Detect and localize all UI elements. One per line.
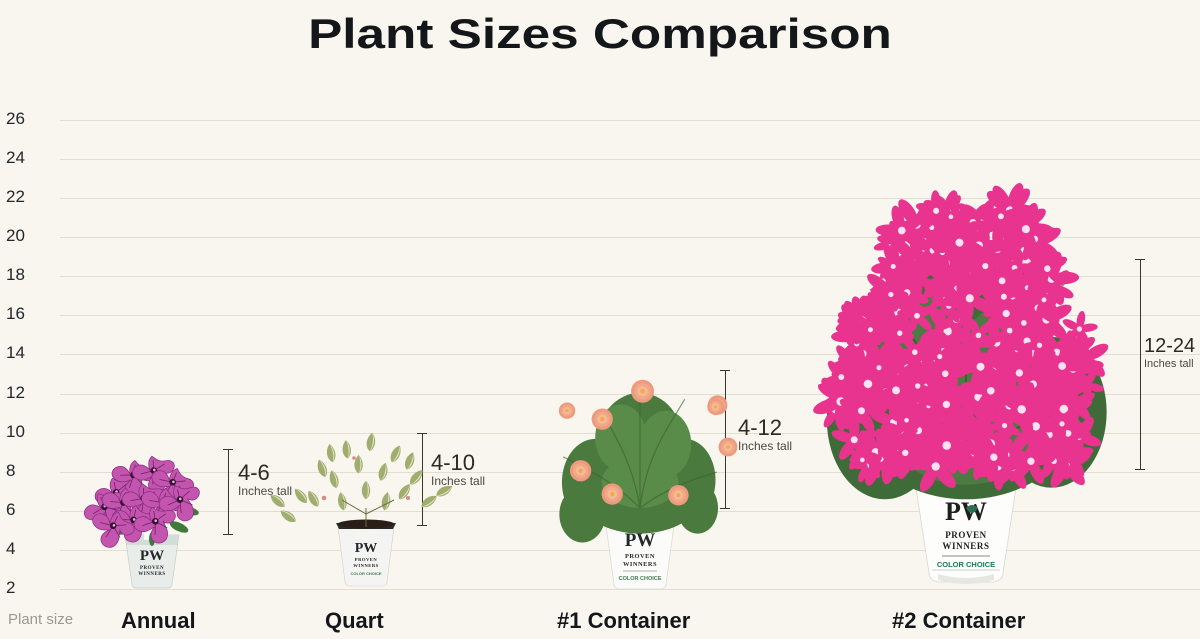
svg-text:COLOR CHOICE: COLOR CHOICE <box>937 560 995 569</box>
svg-text:WINNERS: WINNERS <box>942 541 989 551</box>
svg-text:COLOR CHOICE: COLOR CHOICE <box>619 576 662 582</box>
svg-text:WINNERS: WINNERS <box>138 572 165 577</box>
svg-text:PW: PW <box>355 541 378 556</box>
svg-text:PROVEN: PROVEN <box>355 557 378 562</box>
svg-text:PROVEN: PROVEN <box>140 566 164 571</box>
svg-text:PW: PW <box>945 497 987 526</box>
svg-text:PROVEN: PROVEN <box>945 530 987 540</box>
svg-text:COLOR CHOICE: COLOR CHOICE <box>350 571 381 576</box>
svg-text:PW: PW <box>140 548 164 564</box>
svg-text:WINNERS: WINNERS <box>353 563 378 568</box>
svg-text:WINNERS: WINNERS <box>623 561 657 568</box>
svg-text:PROVEN: PROVEN <box>625 553 655 560</box>
